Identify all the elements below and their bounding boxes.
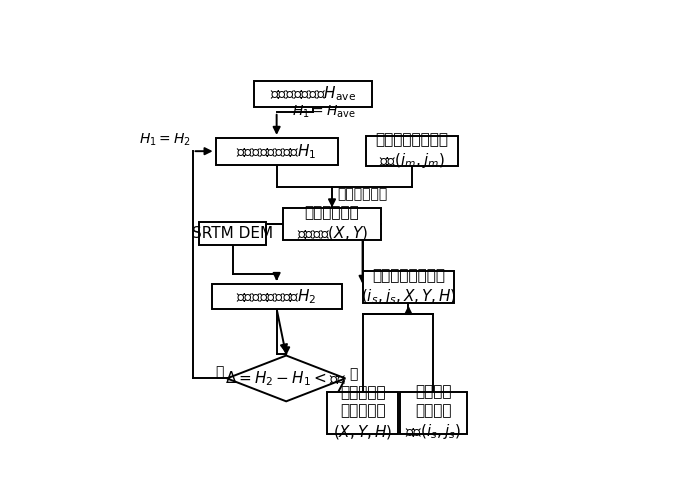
Text: 测区平均高程值$H_{\mathrm{ave}}$: 测区平均高程值$H_{\mathrm{ave}}$	[270, 84, 356, 103]
Bar	[216, 138, 337, 165]
Text: 是: 是	[349, 367, 358, 381]
Bar	[199, 222, 266, 245]
Text: $H_1=H_2$: $H_1=H_2$	[139, 131, 190, 148]
Text: 主影像连接点
地理坐标$(X,Y)$: 主影像连接点 地理坐标$(X,Y)$	[297, 205, 368, 242]
Text: 主影像连接点高程$H_2$: 主影像连接点高程$H_2$	[237, 287, 317, 306]
Text: $\Delta=H_2-H_1<$阈值: $\Delta=H_2-H_1<$阈值	[225, 369, 347, 388]
Bar	[284, 207, 381, 240]
Text: 否: 否	[215, 366, 223, 380]
Text: $H_1=H_{\mathrm{ave}}$: $H_1=H_{\mathrm{ave}}$	[292, 104, 356, 120]
Text: 主影像连接点高程$H_1$: 主影像连接点高程$H_1$	[237, 142, 317, 161]
Bar	[253, 80, 372, 107]
Text: 主影像连接
点大地坐标
$(X,Y,H)$: 主影像连接 点大地坐标 $(X,Y,H)$	[333, 385, 392, 440]
Bar	[366, 136, 458, 167]
Text: 主影像连接点影像
坐标$(i_m,j_m)$: 主影像连接点影像 坐标$(i_m,j_m)$	[376, 132, 449, 170]
Text: 从影像连接点坐标
$(i_s,j_s,X,Y,H)$: 从影像连接点坐标 $(i_s,j_s,X,Y,H)$	[360, 268, 456, 306]
Bar	[400, 392, 467, 434]
Text: 从影像连
接点影像
坐标$(i_s,j_s)$: 从影像连 接点影像 坐标$(i_s,j_s)$	[405, 384, 461, 441]
Bar	[363, 270, 454, 303]
Polygon shape	[227, 356, 345, 401]
Text: SRTM DEM: SRTM DEM	[193, 226, 273, 241]
Bar	[211, 284, 342, 309]
Text: 直接地理定位: 直接地理定位	[337, 187, 388, 201]
Bar	[327, 392, 398, 434]
